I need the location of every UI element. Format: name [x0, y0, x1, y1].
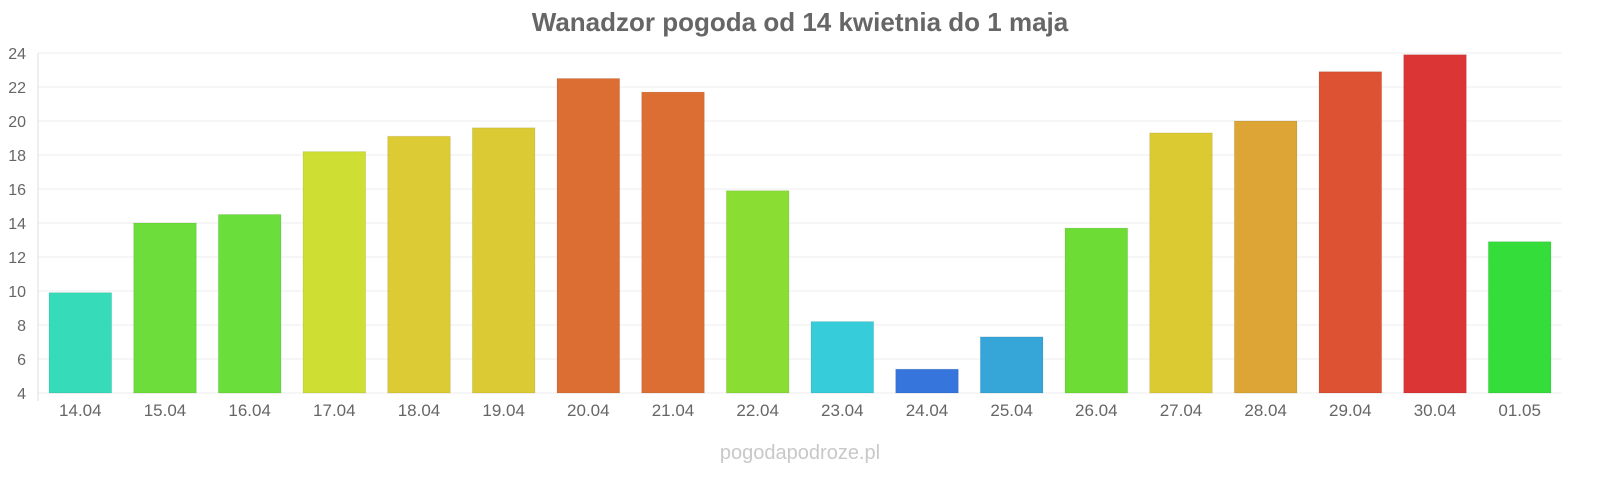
bar-21.04 — [641, 91, 705, 394]
bar-18.04 — [387, 135, 451, 394]
y-tick-label: 20 — [8, 114, 26, 131]
x-tick-label: 22.04 — [736, 401, 779, 420]
chart-title: Wanadzor pogoda od 14 kwietnia do 1 maja — [532, 7, 1069, 37]
x-tick-label: 17.04 — [313, 401, 356, 420]
bar-01.05 — [1487, 241, 1552, 394]
y-tick-label: 14 — [8, 216, 26, 233]
bar-24.04 — [895, 368, 959, 394]
y-tick-label: 8 — [17, 318, 26, 335]
bar-27.04 — [1149, 132, 1213, 394]
bar-14.04 — [48, 292, 113, 394]
x-tick-label: 23.04 — [821, 401, 864, 420]
bar-22.04 — [725, 190, 790, 394]
bar-30.04 — [1403, 54, 1467, 394]
grid-lines — [38, 52, 1562, 394]
bar-17.04 — [302, 151, 367, 394]
bar-16.04 — [217, 214, 282, 394]
y-axis: 4 6 8 10 12 14 16 18 20 22 24 — [8, 46, 39, 403]
bar-25.04 — [979, 336, 1044, 394]
x-tick-label: 29.04 — [1329, 401, 1372, 420]
y-tick-label: 6 — [17, 352, 26, 369]
bar-20.04 — [556, 78, 621, 394]
y-tick-label: 22 — [8, 80, 26, 97]
bar-19.04 — [471, 127, 536, 394]
x-tick-label: 27.04 — [1160, 401, 1203, 420]
bars — [48, 54, 1552, 394]
bar-29.04 — [1318, 71, 1383, 394]
y-tick-label: 16 — [8, 182, 26, 199]
bar-28.04 — [1233, 120, 1298, 394]
y-tick-label: 10 — [8, 284, 26, 301]
x-tick-label: 19.04 — [482, 401, 525, 420]
x-tick-label: 15.04 — [144, 401, 187, 420]
x-tick-label: 30.04 — [1414, 401, 1457, 420]
bar-15.04 — [133, 222, 197, 394]
x-tick-label: 28.04 — [1244, 401, 1287, 420]
x-tick-label: 20.04 — [567, 401, 610, 420]
x-tick-label: 14.04 — [59, 401, 102, 420]
watermark: pogodapodroze.pl — [720, 442, 880, 464]
y-tick-label: 4 — [17, 386, 26, 403]
bar-26.04 — [1064, 227, 1129, 394]
bar-23.04 — [810, 321, 875, 394]
x-axis: 14.04 15.04 16.04 17.04 18.04 19.04 20.04 21.04… — [59, 401, 1541, 420]
x-tick-label: 25.04 — [990, 401, 1033, 420]
x-tick-label: 24.04 — [906, 401, 949, 420]
x-tick-label: 16.04 — [228, 401, 271, 420]
x-tick-label: 18.04 — [398, 401, 441, 420]
y-tick-label: 12 — [8, 250, 26, 267]
y-tick-label: 24 — [8, 46, 26, 63]
x-tick-label: 01.05 — [1498, 401, 1541, 420]
y-tick-label: 18 — [8, 148, 26, 165]
x-tick-label: 21.04 — [652, 401, 695, 420]
x-tick-label: 26.04 — [1075, 401, 1118, 420]
